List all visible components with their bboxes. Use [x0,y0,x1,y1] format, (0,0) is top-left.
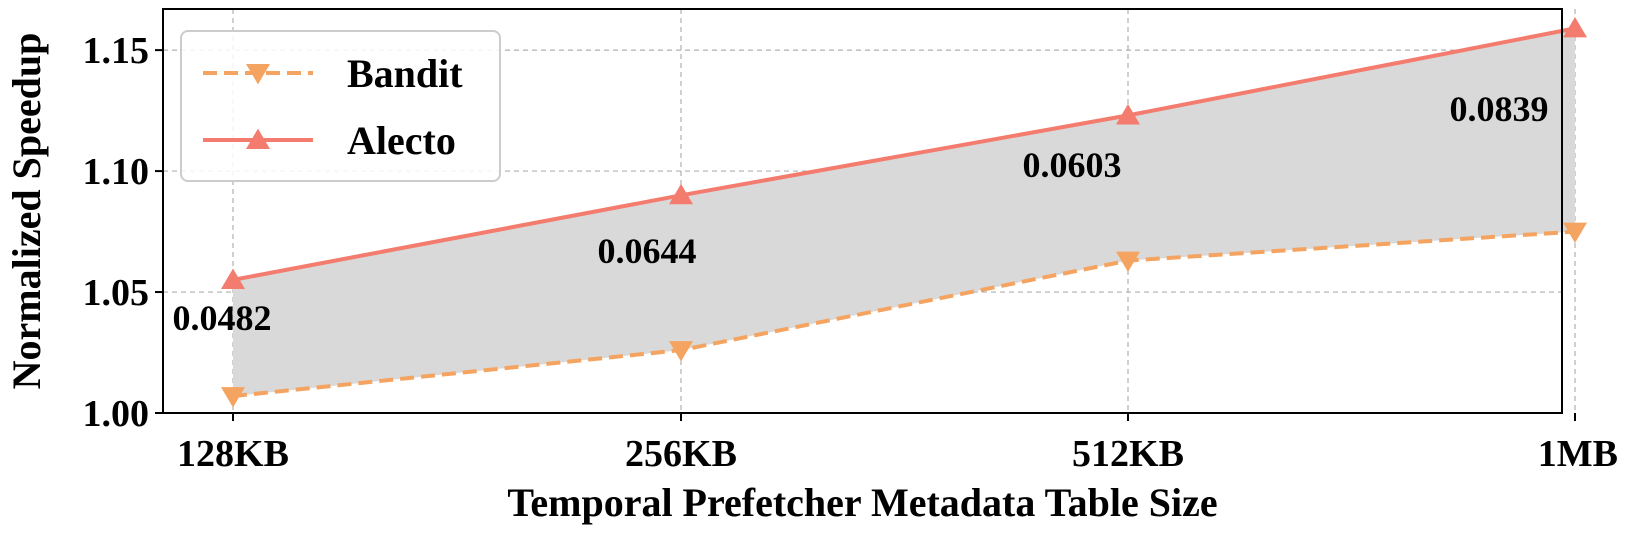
legend-marker-bandit [246,64,270,85]
data-point-bandit [669,341,693,362]
data-point-alecto [221,268,245,289]
data-point-alecto [669,183,693,205]
data-point-bandit [221,387,245,408]
x-tick-label: 512KB [1072,433,1184,475]
fill-between-area [233,28,1575,397]
x-axis-title: Temporal Prefetcher Metadata Table Size [507,480,1217,525]
axes: 1.00 1.05 1.10 1.15 128KB 256KB 512KB 1MB [83,8,1618,475]
x-tick-label: 256KB [625,433,737,475]
series-lines [232,26,1576,399]
data-point-bandit [1116,251,1140,272]
legend: Bandit Alecto [180,30,501,182]
speedup-gap-area [233,28,1575,397]
x-tick-label: 1MB [1538,433,1618,475]
series-line-bandit [232,229,1576,399]
gap-annotation: 0.0603 [1023,145,1122,185]
data-point-alecto [1116,104,1140,125]
legend-label-bandit: Bandit [347,51,463,96]
y-axis-title: Normalized Speedup [4,33,49,390]
x-tick-label: 128KB [177,433,289,475]
y-tick-label: 1.10 [83,151,150,193]
plot-frame [162,8,1563,414]
gap-annotation: 0.0839 [1450,89,1549,129]
data-point-alecto [1563,16,1587,38]
legend-label-alecto: Alecto [347,118,456,163]
data-point-bandit [1563,222,1587,243]
y-tick-label: 1.15 [83,30,150,72]
gap-annotation: 0.0482 [173,298,272,338]
y-tick-label: 1.00 [83,393,150,435]
legend-marker-alecto [246,128,270,149]
annotations: 0.0482 0.0644 0.0603 0.0839 [173,89,1549,338]
series-line-alecto [232,26,1576,282]
y-tick-label: 1.05 [83,272,150,314]
series-markers [221,16,1587,408]
gap-annotation: 0.0644 [598,231,697,271]
